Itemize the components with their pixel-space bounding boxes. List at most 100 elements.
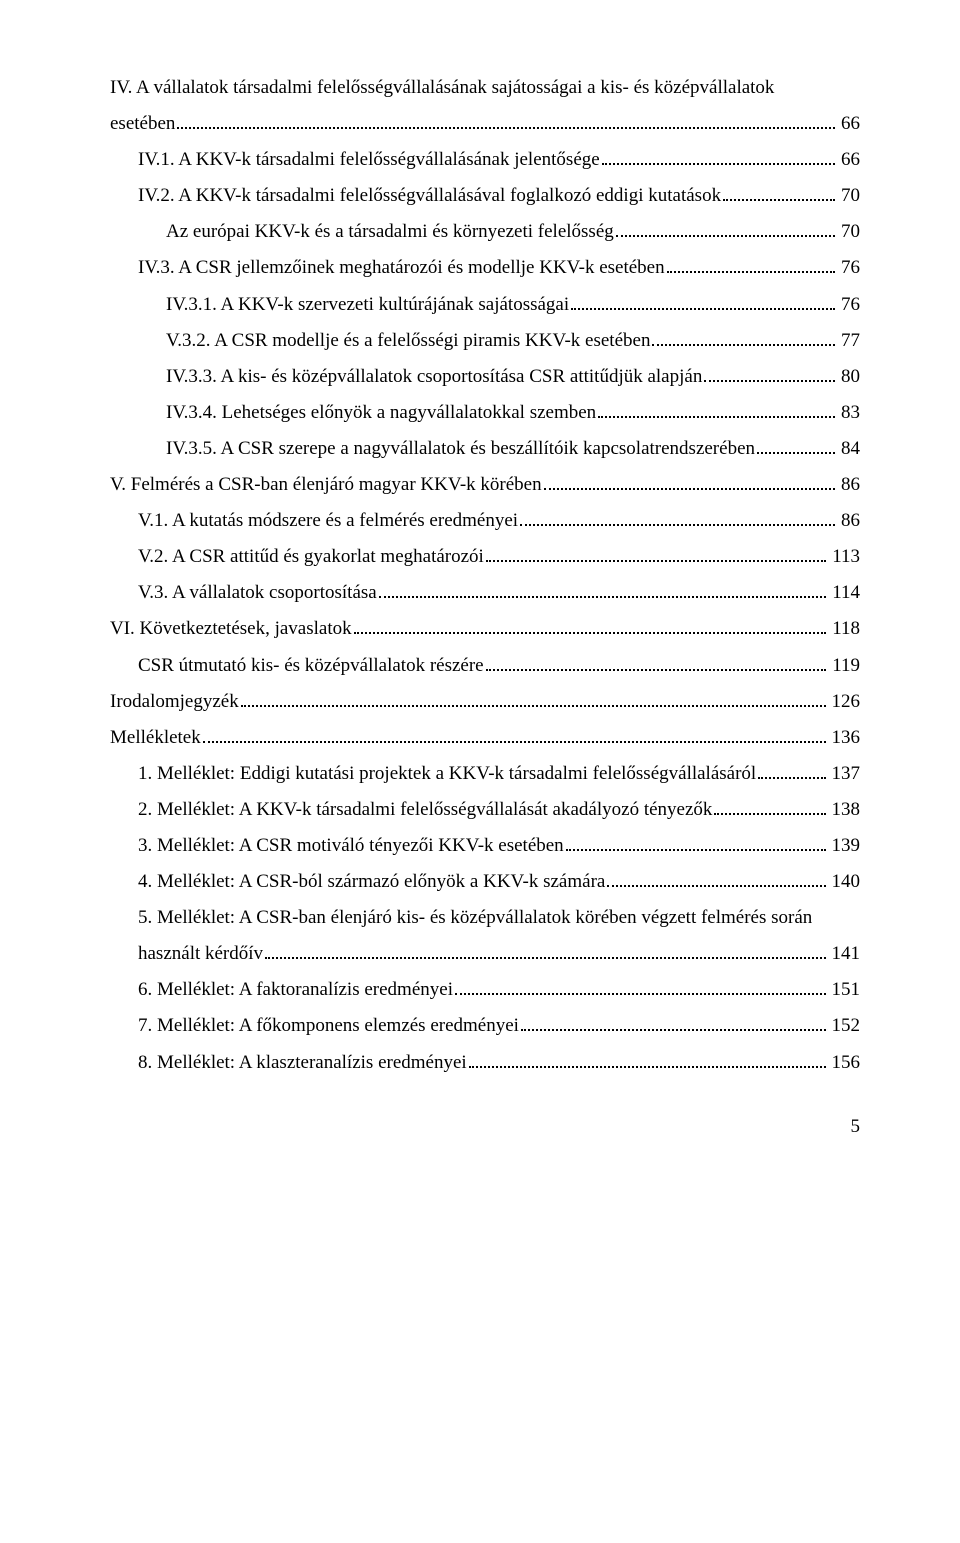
toc-entry: Az európai KKV-k és a társadalmi és körn… (110, 214, 860, 250)
toc-label: Az európai KKV-k és a társadalmi és körn… (166, 214, 614, 250)
toc-page-number: 126 (828, 684, 861, 720)
toc-entry: IV. A vállalatok társadalmi felelősségvá… (110, 70, 860, 142)
toc-page-number: 140 (828, 864, 861, 900)
toc-page-number: 141 (828, 936, 861, 972)
toc-label: 5. Melléklet: A CSR-ban élenjáró kis- és… (138, 900, 860, 936)
toc-page-number: 151 (828, 972, 861, 1008)
toc-label: 7. Melléklet: A főkomponens elemzés ered… (138, 1008, 519, 1044)
toc-entry: 5. Melléklet: A CSR-ban élenjáró kis- és… (110, 900, 860, 972)
toc-label: IV.3.4. Lehetséges előnyök a nagyvállala… (166, 395, 596, 431)
toc-leader-dots (486, 548, 826, 562)
toc-page-number: 118 (828, 611, 860, 647)
toc-leader-dots (714, 801, 825, 815)
toc-page-number: 114 (828, 575, 860, 611)
toc-label: V.3.2. A CSR modellje és a felelősségi p… (166, 323, 650, 359)
toc-label: IV.2. A KKV-k társadalmi felelősségválla… (138, 178, 721, 214)
toc-label: V. Felmérés a CSR-ban élenjáró magyar KK… (110, 467, 542, 503)
toc-page-number: 66 (837, 106, 860, 142)
toc-leader-dots (616, 223, 835, 237)
toc-page-number: 66 (837, 142, 860, 178)
toc-label: CSR útmutató kis- és középvállalatok rés… (138, 648, 484, 684)
toc-label: VI. Következtetések, javaslatok (110, 611, 352, 647)
toc-leader-dots (265, 945, 825, 959)
toc-page-number: 76 (837, 287, 860, 323)
toc-leader-dots (571, 295, 835, 309)
toc-label: 1. Melléklet: Eddigi kutatási projektek … (138, 756, 756, 792)
toc-page-number: 86 (837, 467, 860, 503)
toc-label: 2. Melléklet: A KKV-k társadalmi felelős… (138, 792, 712, 828)
toc-leader-dots (379, 584, 826, 598)
toc-leader-dots (241, 692, 826, 706)
toc-entry: IV.3.4. Lehetséges előnyök a nagyvállala… (110, 395, 860, 431)
page-number: 5 (110, 1081, 860, 1145)
toc-leader-dots (469, 1053, 826, 1067)
toc-label: 8. Melléklet: A klaszteranalízis eredmén… (138, 1045, 467, 1081)
toc-label: használt kérdőív (138, 936, 263, 972)
toc-leader-dots (520, 512, 835, 526)
toc-leader-dots (758, 764, 825, 778)
toc-entry: IV.2. A KKV-k társadalmi felelősségválla… (110, 178, 860, 214)
toc-entry: 4. Melléklet: A CSR-ból származó előnyök… (110, 864, 860, 900)
toc-leader-dots (544, 476, 835, 490)
toc-leader-dots (757, 440, 835, 454)
toc-page-number: 152 (828, 1008, 861, 1044)
toc-page-number: 86 (837, 503, 860, 539)
toc-page-number: 70 (837, 214, 860, 250)
toc-label: Irodalomjegyzék (110, 684, 239, 720)
toc-page-number: 77 (837, 323, 860, 359)
toc-page-number: 83 (837, 395, 860, 431)
toc-leader-dots (203, 728, 826, 742)
toc-leader-dots (521, 1017, 826, 1031)
toc-entry: IV.3.5. A CSR szerepe a nagyvállalatok é… (110, 431, 860, 467)
toc-label: IV.1. A KKV-k társadalmi felelősségválla… (138, 142, 600, 178)
table-of-contents: IV. A vállalatok társadalmi felelősségvá… (110, 70, 860, 1081)
toc-page-number: 113 (828, 539, 860, 575)
toc-leader-dots (652, 331, 835, 345)
toc-label: V.3. A vállalatok csoportosítása (138, 575, 377, 611)
toc-entry: Irodalomjegyzék 126 (110, 684, 860, 720)
toc-leader-dots (354, 620, 827, 634)
toc-page-number: 76 (837, 250, 860, 286)
toc-label: Mellékletek (110, 720, 201, 756)
toc-page-number: 119 (828, 648, 860, 684)
toc-label: V.1. A kutatás módszere és a felmérés er… (138, 503, 518, 539)
toc-page-number: 138 (828, 792, 861, 828)
toc-label: esetében (110, 106, 175, 142)
toc-entry: CSR útmutató kis- és középvállalatok rés… (110, 648, 860, 684)
toc-label: IV. A vállalatok társadalmi felelősségvá… (110, 70, 860, 106)
toc-leader-dots (607, 873, 825, 887)
toc-leader-dots (486, 656, 827, 670)
toc-page-number: 84 (837, 431, 860, 467)
toc-entry: VI. Következtetések, javaslatok 118 (110, 611, 860, 647)
toc-page-number: 156 (828, 1045, 861, 1081)
toc-entry: IV.3.3. A kis- és középvállalatok csopor… (110, 359, 860, 395)
toc-leader-dots (598, 404, 835, 418)
toc-entry: V.3. A vállalatok csoportosítása 114 (110, 575, 860, 611)
toc-leader-dots (566, 837, 826, 851)
toc-label: IV.3.3. A kis- és középvállalatok csopor… (166, 359, 702, 395)
toc-page-number: 139 (828, 828, 861, 864)
toc-label: IV.3. A CSR jellemzőinek meghatározói és… (138, 250, 665, 286)
toc-label: 3. Melléklet: A CSR motiváló tényezői KK… (138, 828, 564, 864)
toc-entry: 1. Melléklet: Eddigi kutatási projektek … (110, 756, 860, 792)
toc-entry: 3. Melléklet: A CSR motiváló tényezői KK… (110, 828, 860, 864)
toc-entry: IV.3. A CSR jellemzőinek meghatározói és… (110, 250, 860, 286)
toc-entry: 6. Melléklet: A faktoranalízis eredménye… (110, 972, 860, 1008)
toc-leader-dots (723, 187, 835, 201)
toc-entry: V. Felmérés a CSR-ban élenjáró magyar KK… (110, 467, 860, 503)
toc-leader-dots (704, 367, 835, 381)
toc-entry: IV.1. A KKV-k társadalmi felelősségválla… (110, 142, 860, 178)
toc-page-number: 136 (828, 720, 861, 756)
toc-label: 4. Melléklet: A CSR-ból származó előnyök… (138, 864, 605, 900)
toc-leader-dots (177, 115, 835, 129)
toc-leader-dots (667, 259, 835, 273)
toc-leader-dots (455, 981, 826, 995)
toc-entry: V.3.2. A CSR modellje és a felelősségi p… (110, 323, 860, 359)
toc-entry: IV.3.1. A KKV-k szervezeti kultúrájának … (110, 287, 860, 323)
toc-entry: V.2. A CSR attitűd és gyakorlat meghatár… (110, 539, 860, 575)
toc-entry: 7. Melléklet: A főkomponens elemzés ered… (110, 1008, 860, 1044)
toc-entry: 2. Melléklet: A KKV-k társadalmi felelős… (110, 792, 860, 828)
toc-label: 6. Melléklet: A faktoranalízis eredménye… (138, 972, 453, 1008)
toc-label: IV.3.1. A KKV-k szervezeti kultúrájának … (166, 287, 569, 323)
toc-page-number: 137 (828, 756, 861, 792)
